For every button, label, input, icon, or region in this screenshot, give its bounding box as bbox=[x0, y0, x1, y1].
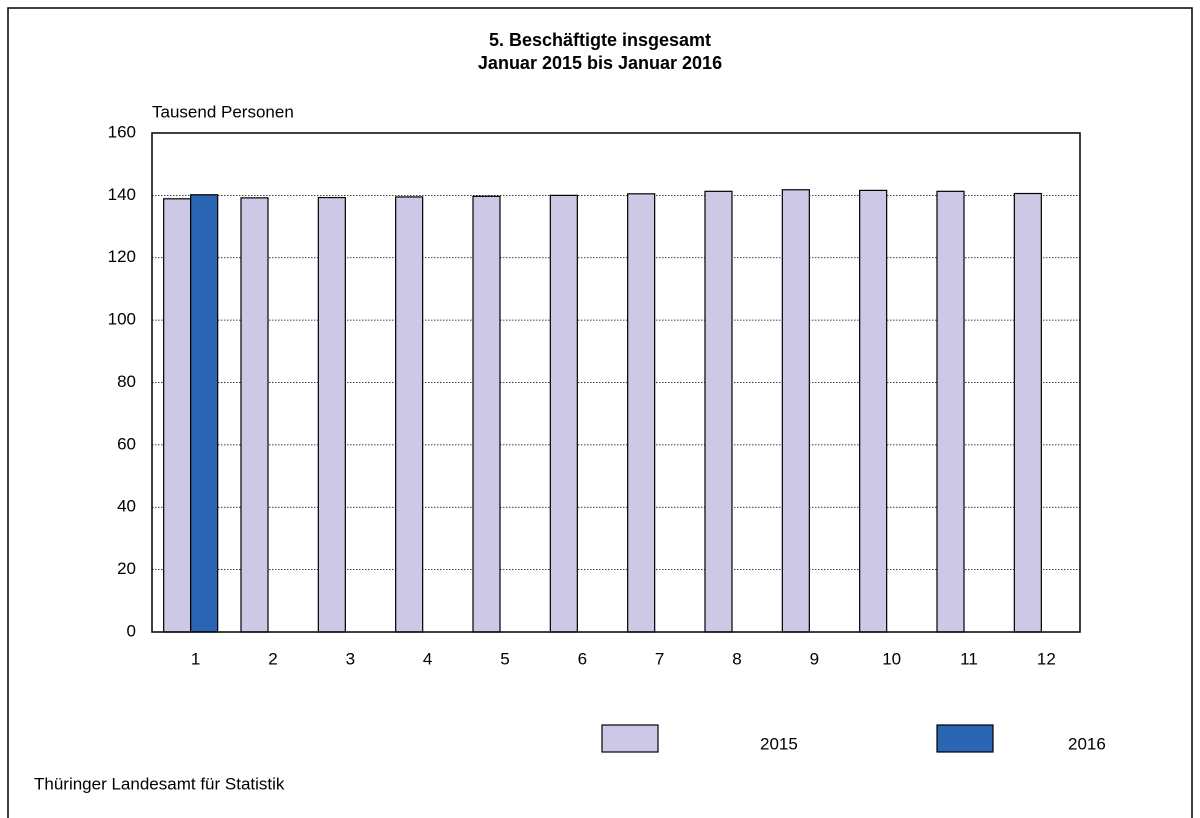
bar bbox=[704, 190, 733, 633]
x-tick-label: 8 bbox=[732, 649, 741, 668]
plot-area bbox=[152, 133, 1080, 632]
x-tick-label: 10 bbox=[882, 649, 901, 668]
legend-label: 2016 bbox=[1068, 734, 1106, 753]
y-tick-label: 140 bbox=[108, 185, 136, 204]
x-tick-label: 5 bbox=[500, 649, 509, 668]
y-tick-label: 40 bbox=[117, 497, 136, 516]
bar bbox=[395, 196, 424, 633]
y-tick-label: 100 bbox=[108, 310, 136, 329]
x-tick-label: 9 bbox=[810, 649, 819, 668]
chart-subtitle: Januar 2015 bis Januar 2016 bbox=[478, 53, 722, 73]
x-tick-label: 3 bbox=[346, 649, 355, 668]
x-tick-label: 1 bbox=[191, 649, 200, 668]
plot-border bbox=[151, 132, 1081, 633]
y-axis-label: Tausend Personen bbox=[152, 102, 294, 121]
y-tick-label: 20 bbox=[117, 559, 136, 578]
bar bbox=[1013, 192, 1042, 633]
bar bbox=[317, 196, 346, 633]
bar bbox=[472, 195, 501, 633]
y-tick-label: 120 bbox=[108, 247, 136, 266]
bar bbox=[781, 189, 810, 633]
bar bbox=[240, 197, 269, 633]
x-tick-label: 11 bbox=[960, 649, 978, 668]
legend-swatch bbox=[936, 724, 994, 753]
bar bbox=[936, 190, 965, 633]
y-tick-label: 160 bbox=[108, 122, 136, 141]
bar bbox=[627, 193, 656, 633]
x-tick-label: 4 bbox=[423, 649, 432, 668]
legend-swatch bbox=[601, 724, 659, 753]
x-tick-label: 7 bbox=[655, 649, 664, 668]
y-tick-label: 80 bbox=[117, 372, 136, 391]
bar bbox=[859, 189, 888, 633]
source: Thüringer Landesamt für Statistik bbox=[34, 774, 285, 793]
bar bbox=[190, 194, 219, 633]
x-tick-label: 6 bbox=[578, 649, 587, 668]
chart-title: 5. Beschäftigte insgesamt bbox=[489, 30, 711, 50]
y-tick-label: 0 bbox=[127, 621, 136, 640]
bar bbox=[163, 198, 192, 633]
x-tick-label: 12 bbox=[1037, 649, 1056, 668]
bar bbox=[549, 194, 578, 633]
y-tick-label: 60 bbox=[117, 434, 136, 453]
legend-label: 2015 bbox=[760, 734, 798, 753]
x-tick-label: 2 bbox=[268, 649, 277, 668]
